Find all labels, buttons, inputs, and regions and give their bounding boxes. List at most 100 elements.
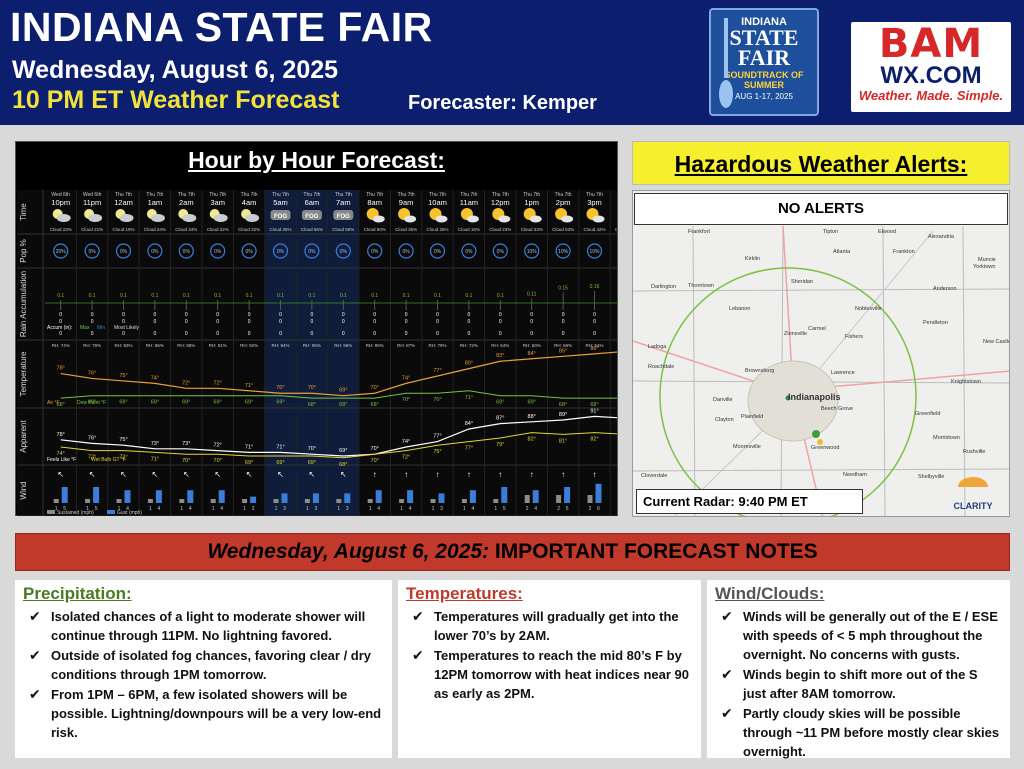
rain-max: 0.1 (151, 293, 158, 299)
hourly-forecast-title: Hour by Hour Forecast: (188, 147, 445, 173)
city-label: Fishers (845, 334, 863, 340)
pop-value: 0% (434, 249, 442, 255)
wind-direction-icon: ↑ (373, 470, 377, 479)
dew-point: 69° (182, 400, 190, 406)
rain-likely: 0 (185, 319, 188, 325)
radar-map: Frankfort Tipton Elwood Alexandria Kirklin At… (632, 190, 1010, 517)
hour-time: 3am (210, 198, 225, 207)
rain-max: 0.1 (57, 293, 64, 299)
radar-range-ring (659, 267, 917, 516)
sustained-value: 1 (494, 506, 497, 512)
city-label: Cloverdale (641, 473, 667, 479)
dew-point: 69° (276, 400, 284, 406)
sustained-value: 1 (55, 506, 58, 512)
dew-point: 69° (528, 400, 536, 406)
humidity: RH: 79% (428, 343, 446, 348)
wet-bulb: 72° (402, 455, 410, 461)
sun-cloud-icon (460, 208, 479, 223)
hour-time: 8am (367, 198, 382, 207)
air-temp: 85° (559, 348, 567, 354)
rain-likely: 0 (499, 319, 502, 325)
rain-min: 0 (91, 312, 94, 318)
wet-bulb: 74° (57, 451, 65, 457)
rain-accum: 0 (122, 331, 125, 337)
page-title: INDIANA STATE FAIR (10, 4, 433, 50)
feels-like: 75° (119, 437, 127, 443)
note-text: Winds begin to shift more out of the S j… (743, 667, 978, 701)
wet-bulb: 69° (308, 460, 316, 466)
rain-likely: 0 (342, 319, 345, 325)
pop-ring (586, 243, 603, 259)
air-temp: 84° (528, 351, 536, 357)
hour-time: 10pm (51, 198, 70, 207)
county-line (633, 288, 1009, 292)
wind-direction-icon: ↑ (467, 470, 471, 479)
air-temp: 77° (433, 368, 441, 374)
city-label: Clayton (715, 417, 734, 423)
humidity: RH: 94% (271, 343, 289, 348)
gust-bar (218, 490, 225, 503)
sustained-value: 1 (86, 506, 89, 512)
air-temp: 72° (182, 380, 190, 386)
humidity: RH: 95% (366, 343, 384, 348)
rain-likely: 0 (405, 319, 408, 325)
cloud-cover: Cloud 53% (552, 227, 574, 232)
precip-echo (812, 430, 820, 438)
rain-max: 0.1 (246, 293, 253, 299)
cloud-shape (529, 215, 542, 223)
sustained-value: 1 (243, 506, 246, 512)
humidity: RH: 83% (114, 343, 132, 348)
cloud-cover: Cloud 19% (112, 227, 134, 232)
wet-bulb: 77° (465, 446, 473, 452)
wind-direction-icon: ↑ (404, 470, 408, 479)
dew-point: 68° (308, 402, 316, 408)
rain-min: 0 (436, 312, 439, 318)
hour-day: Thu 7th (586, 192, 603, 198)
feels-like: 74° (402, 439, 410, 445)
precipitation-title: Precipitation: (23, 584, 132, 603)
feels-like: 76° (88, 435, 96, 441)
hour-time: 2am (179, 198, 194, 207)
hourly-forecast-grid: Time Pop % Rain Accumulation Temperature App… (17, 190, 617, 516)
sustained-bar (179, 499, 185, 503)
rain-max: 0.1 (89, 293, 96, 299)
note-item: ✔ Winds begin to shift more out of the S … (715, 665, 1002, 703)
fog-label: FOG (305, 214, 318, 220)
hour-time: 4am (242, 198, 257, 207)
forecast-subtitle: 10 PM ET Weather Forecast (12, 86, 340, 114)
city-label: Noblesville (855, 306, 882, 312)
dew-point: 68° (339, 402, 347, 408)
rain-likely: 0 (311, 319, 314, 325)
wet-bulb: 82° (590, 437, 598, 443)
rain-accum: 0 (530, 331, 533, 337)
rain-max: 0.1 (120, 293, 127, 299)
sustained-bar (273, 499, 279, 503)
air-temp: 71° (245, 383, 253, 389)
rain-max: 0.1 (277, 293, 284, 299)
gust-value: 4 (126, 506, 129, 512)
sustained-bar (493, 499, 499, 503)
county-line (692, 225, 696, 516)
pop-ring (210, 243, 226, 259)
gust-value: 3 (315, 506, 318, 512)
city-label: Greenwood (811, 445, 839, 451)
precip-echo (785, 395, 791, 401)
sustained-bar (587, 495, 593, 503)
gust-value: 4 (220, 506, 223, 512)
sustained-value: 1 (369, 506, 372, 512)
cloud-shape (182, 214, 197, 222)
cloud-cover: Cloud 32% (207, 227, 229, 232)
humidity: RH: 54% (585, 343, 603, 348)
rain-accum: 0 (373, 331, 376, 337)
sustained-bar (147, 499, 153, 503)
city-label: Knightstown (951, 379, 981, 385)
moon-cloud-icon (84, 209, 103, 222)
city-label: Mooresville (733, 444, 761, 450)
wind-direction-icon: ↖ (152, 470, 159, 479)
note-item: ✔ Winds will be generally out of the E / … (715, 607, 1002, 664)
hour-time: 1pm (524, 198, 539, 207)
pop-ring (492, 243, 508, 259)
row-label: Apparent (19, 419, 28, 452)
gust-bar (61, 487, 68, 503)
feels-like: 71° (245, 444, 253, 450)
